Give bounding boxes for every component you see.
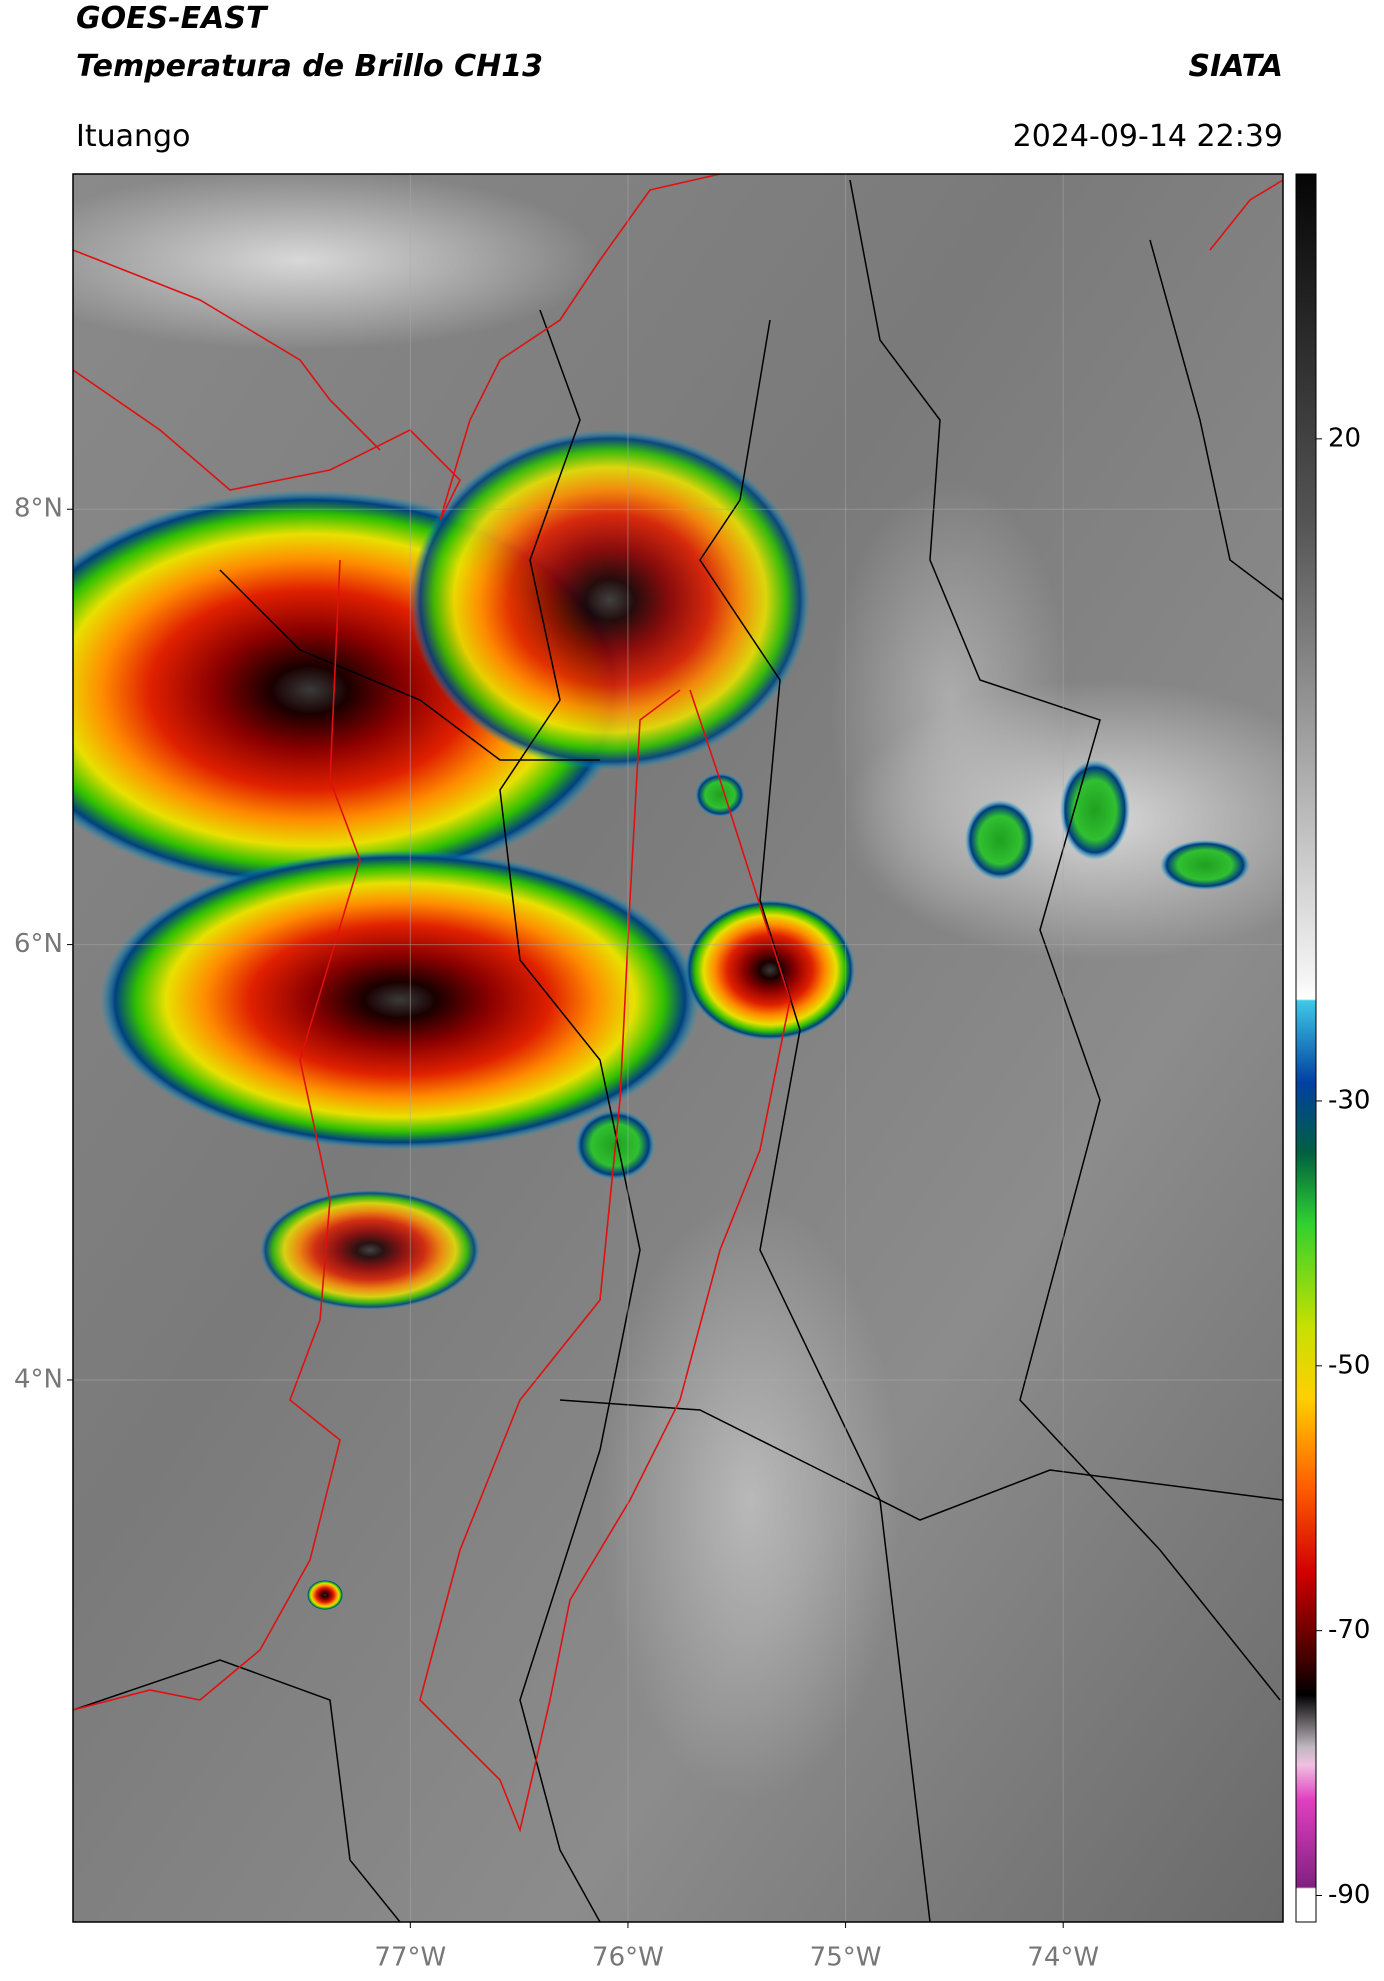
x-tick-label: 77°W xyxy=(374,1943,446,1973)
y-tick-label: 6°N xyxy=(14,929,63,959)
colorbar-tick-label: -30 xyxy=(1328,1085,1370,1115)
colorbar-tick-label: -90 xyxy=(1328,1880,1370,1910)
map-image xyxy=(73,174,1283,1922)
y-tick-label: 8°N xyxy=(14,494,63,524)
x-tick-label: 74°W xyxy=(1027,1943,1099,1973)
y-tick-label: 4°N xyxy=(14,1364,63,1394)
datetime: 2024-09-14 22:39 xyxy=(1013,119,1283,154)
location: Ituango xyxy=(76,119,190,154)
colorbar-tick-label: 20 xyxy=(1328,423,1361,453)
map-frame xyxy=(72,173,1284,1923)
x-tick-label: 75°W xyxy=(810,1943,882,1973)
colorbar-tick-label: -70 xyxy=(1328,1615,1370,1645)
colorbar xyxy=(1295,173,1317,1923)
colorbar-tick-label: -50 xyxy=(1328,1350,1370,1380)
title: GOES-EAST xyxy=(76,1,269,36)
subtitle: Temperatura de Brillo CH13 xyxy=(76,49,543,84)
agency: SIATA xyxy=(1189,49,1283,84)
x-tick-label: 76°W xyxy=(592,1943,664,1973)
